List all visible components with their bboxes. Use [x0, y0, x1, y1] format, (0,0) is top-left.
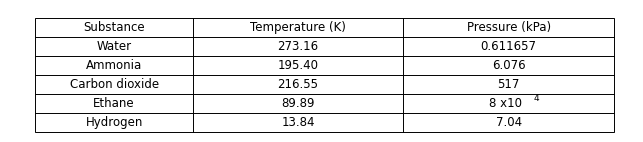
Text: Hydrogen: Hydrogen	[86, 116, 143, 129]
Text: 517: 517	[498, 78, 520, 91]
Text: Temperature (K): Temperature (K)	[250, 21, 346, 34]
Text: 0.611657: 0.611657	[481, 40, 537, 53]
Bar	[35, 18, 614, 132]
Text: 13.84: 13.84	[282, 116, 315, 129]
Text: Ammonia: Ammonia	[86, 59, 142, 72]
Text: 7.04: 7.04	[496, 116, 522, 129]
Text: 195.40: 195.40	[278, 59, 318, 72]
Text: 89.89: 89.89	[282, 97, 315, 110]
Text: Ethane: Ethane	[93, 97, 135, 110]
Text: 4: 4	[533, 94, 539, 103]
Text: Substance: Substance	[83, 21, 145, 34]
Text: 216.55: 216.55	[278, 78, 318, 91]
Text: 273.16: 273.16	[278, 40, 319, 53]
Text: 6.076: 6.076	[492, 59, 525, 72]
Text: Water: Water	[96, 40, 132, 53]
Text: Pressure (kPa): Pressure (kPa)	[467, 21, 551, 34]
Text: Carbon dioxide: Carbon dioxide	[69, 78, 159, 91]
Text: 8 x10: 8 x10	[489, 97, 522, 110]
